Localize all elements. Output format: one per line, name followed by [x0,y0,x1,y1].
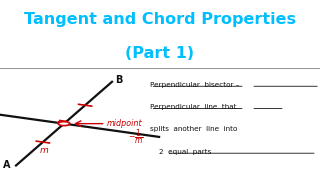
Text: 2  equal  parts: 2 equal parts [150,149,212,155]
Text: Perpendicular  line  that: Perpendicular line that [150,104,237,110]
Text: (Part 1): (Part 1) [125,46,195,61]
Circle shape [58,122,70,126]
Text: m: m [40,146,49,155]
Text: midpoint: midpoint [107,119,143,128]
Text: Perpendicular  bisector –: Perpendicular bisector – [150,82,240,88]
Text: B: B [115,75,122,85]
Text: $-\dfrac{1}{m}$: $-\dfrac{1}{m}$ [128,127,144,146]
Text: A: A [3,161,10,170]
Text: splits  another  line  into: splits another line into [150,126,238,132]
Text: Tangent and Chord Properties: Tangent and Chord Properties [24,12,296,27]
